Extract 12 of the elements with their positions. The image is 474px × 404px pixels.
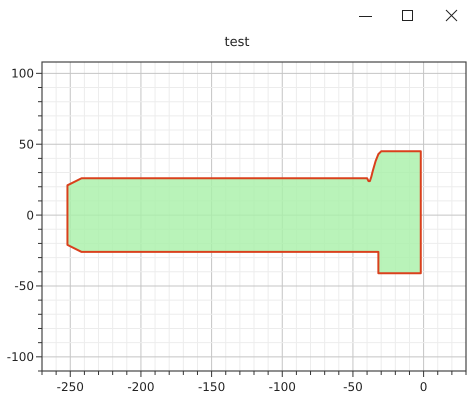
y-tick-label: 100 (11, 66, 34, 81)
x-tick-label: -150 (198, 380, 226, 394)
y-tick-label: -100 (6, 350, 34, 364)
x-tick-label: 0 (420, 380, 428, 394)
x-tick-label: -250 (56, 380, 84, 394)
y-tick-label: -50 (14, 279, 34, 294)
y-tick-label: 0 (26, 208, 34, 222)
x-tick-label: -100 (268, 380, 296, 394)
x-tick-label: -50 (343, 380, 363, 394)
y-tick-label: 50 (18, 137, 34, 152)
x-tick-label: -200 (127, 380, 155, 394)
chart-title: test (224, 35, 250, 50)
